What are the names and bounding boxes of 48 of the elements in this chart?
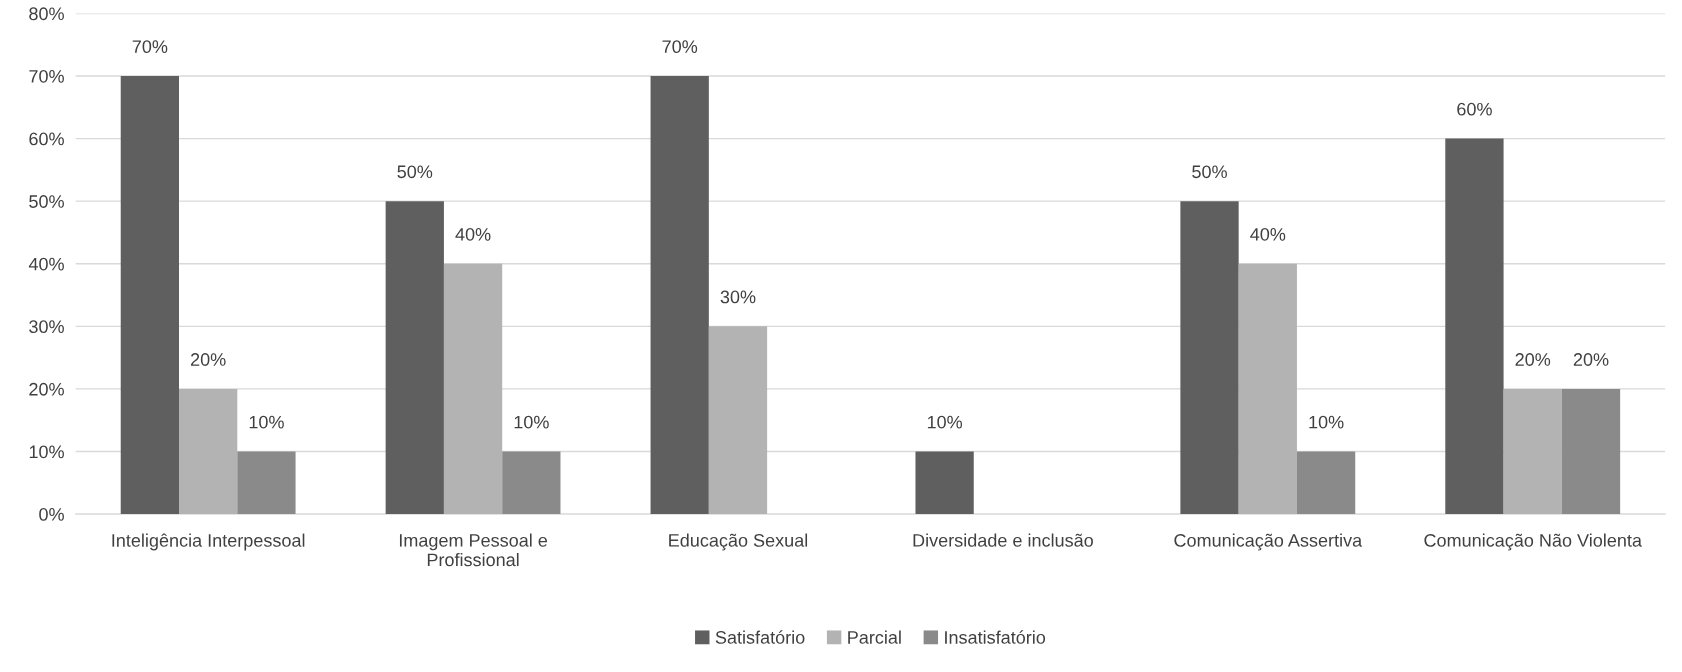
data-label: 50% — [1192, 165, 1227, 179]
legend-label: Insatisfatório — [945, 630, 1046, 644]
bar — [915, 451, 974, 515]
data-label: 70% — [662, 40, 698, 54]
legend-label: Parcial — [848, 630, 901, 644]
bar — [385, 201, 444, 515]
data-label: 40% — [455, 227, 491, 241]
x-tick-label: Imagem Pessoal e Profissional — [399, 533, 548, 567]
data-label: 30% — [720, 290, 756, 304]
bar — [1238, 263, 1297, 515]
data-label: 50% — [397, 165, 433, 179]
data-label: 10% — [1309, 415, 1344, 429]
data-label: 60% — [1457, 102, 1492, 116]
bar — [1445, 138, 1504, 515]
bar — [120, 76, 180, 515]
bar — [708, 326, 768, 515]
bar — [443, 263, 503, 515]
y-tick-label: 50% — [29, 195, 64, 208]
bar — [502, 451, 561, 515]
y-tick-label: 30% — [29, 320, 64, 334]
bar — [1180, 201, 1239, 515]
x-tick-label: Diversidade e inclusão — [913, 533, 1093, 547]
data-label: 10% — [249, 415, 284, 429]
bar — [1561, 388, 1621, 515]
bar — [237, 451, 296, 515]
x-tick-label: Educação Sexual — [669, 533, 808, 551]
data-label: 20% — [190, 353, 226, 366]
bar — [1296, 451, 1356, 515]
data-label: 20% — [1515, 353, 1551, 366]
bar — [1503, 388, 1562, 515]
data-label: 70% — [132, 40, 168, 54]
x-tick-label: Comunicação Assertiva — [1174, 533, 1363, 551]
y-tick-label: 10% — [29, 445, 64, 459]
x-tick-label: Comunicação Não Violenta — [1424, 533, 1642, 551]
data-label: 10% — [927, 415, 963, 429]
y-tick-label: 40% — [28, 257, 64, 271]
x-tick-label: Inteligência Interpessoal — [112, 533, 305, 551]
y-tick-label: 0% — [39, 508, 64, 521]
data-label: 10% — [514, 415, 549, 429]
data-label: 20% — [1573, 353, 1609, 366]
bar — [650, 76, 709, 515]
bar — [179, 388, 238, 515]
y-tick-label: 20% — [29, 382, 64, 396]
y-tick-label: 80% — [29, 7, 64, 21]
data-label: 40% — [1250, 227, 1286, 241]
y-tick-label: 60% — [29, 132, 64, 146]
y-tick-label: 70% — [29, 69, 64, 83]
legend-label: Satisfatório — [715, 630, 805, 644]
